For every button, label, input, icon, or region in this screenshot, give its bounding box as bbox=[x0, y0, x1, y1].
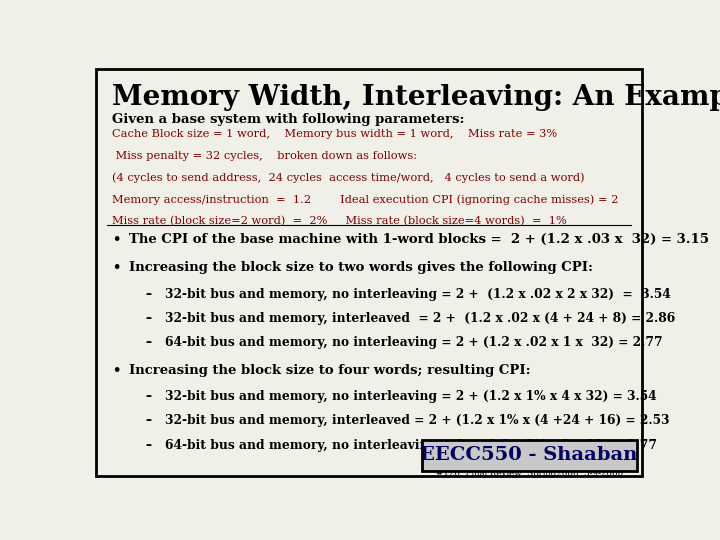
Text: EECC550 - Shaaban: EECC550 - Shaaban bbox=[420, 446, 638, 464]
FancyBboxPatch shape bbox=[96, 69, 642, 476]
Text: 64-bit bus and memory, no interleaving = 2 + (1.2 x 2% x 2 x 32) = 2.77: 64-bit bus and memory, no interleaving =… bbox=[166, 438, 657, 451]
Text: #120  Final Review  Spring2000  5-9-2000: #120 Final Review Spring2000 5-9-2000 bbox=[436, 469, 623, 478]
Text: –: – bbox=[145, 312, 152, 325]
Text: •: • bbox=[112, 364, 121, 377]
FancyBboxPatch shape bbox=[422, 440, 637, 471]
Text: –: – bbox=[145, 415, 152, 428]
Text: Memory access/instruction  =  1.2        Ideal execution CPI (ignoring cache mis: Memory access/instruction = 1.2 Ideal ex… bbox=[112, 194, 618, 205]
Text: 64-bit bus and memory, no interleaving = 2 + (1.2 x .02 x 1 x  32) = 2.77: 64-bit bus and memory, no interleaving =… bbox=[166, 336, 663, 349]
Text: 32-bit bus and memory, no interleaving = 2 +  (1.2 x .02 x 2 x 32)  =  3.54: 32-bit bus and memory, no interleaving =… bbox=[166, 288, 671, 301]
Text: Miss penalty = 32 cycles,    broken down as follows:: Miss penalty = 32 cycles, broken down as… bbox=[112, 151, 418, 161]
Text: Memory Width, Interleaving: An Example: Memory Width, Interleaving: An Example bbox=[112, 84, 720, 111]
Text: –: – bbox=[145, 438, 152, 451]
Text: –: – bbox=[145, 336, 152, 349]
Text: Increasing the block size to four words; resulting CPI:: Increasing the block size to four words;… bbox=[129, 364, 531, 377]
Text: 32-bit bus and memory, no interleaving = 2 + (1.2 x 1% x 4 x 32) = 3.54: 32-bit bus and memory, no interleaving =… bbox=[166, 390, 657, 403]
Text: Miss rate (block size=2 word)  =  2%     Miss rate (block size=4 words)  =  1%: Miss rate (block size=2 word) = 2% Miss … bbox=[112, 216, 567, 226]
Text: Increasing the block size to two words gives the following CPI:: Increasing the block size to two words g… bbox=[129, 261, 593, 274]
Text: 32-bit bus and memory, interleaved = 2 + (1.2 x 1% x (4 +24 + 16) = 2.53: 32-bit bus and memory, interleaved = 2 +… bbox=[166, 415, 670, 428]
Text: 32-bit bus and memory, interleaved  = 2 +  (1.2 x .02 x (4 + 24 + 8) = 2.86: 32-bit bus and memory, interleaved = 2 +… bbox=[166, 312, 675, 325]
Text: –: – bbox=[145, 288, 152, 301]
Text: Given a base system with following parameters:: Given a base system with following param… bbox=[112, 113, 465, 126]
Text: The CPI of the base machine with 1-word blocks =  2 + (1.2 x .03 x  32) = 3.15: The CPI of the base machine with 1-word … bbox=[129, 233, 709, 246]
Text: –: – bbox=[145, 390, 152, 403]
Text: Cache Block size = 1 word,    Memory bus width = 1 word,    Miss rate = 3%: Cache Block size = 1 word, Memory bus wi… bbox=[112, 129, 557, 139]
Text: •: • bbox=[112, 261, 121, 274]
Text: (4 cycles to send address,  24 cycles  access time/word,   4 cycles to send a wo: (4 cycles to send address, 24 cycles acc… bbox=[112, 172, 585, 183]
Text: •: • bbox=[112, 233, 121, 246]
